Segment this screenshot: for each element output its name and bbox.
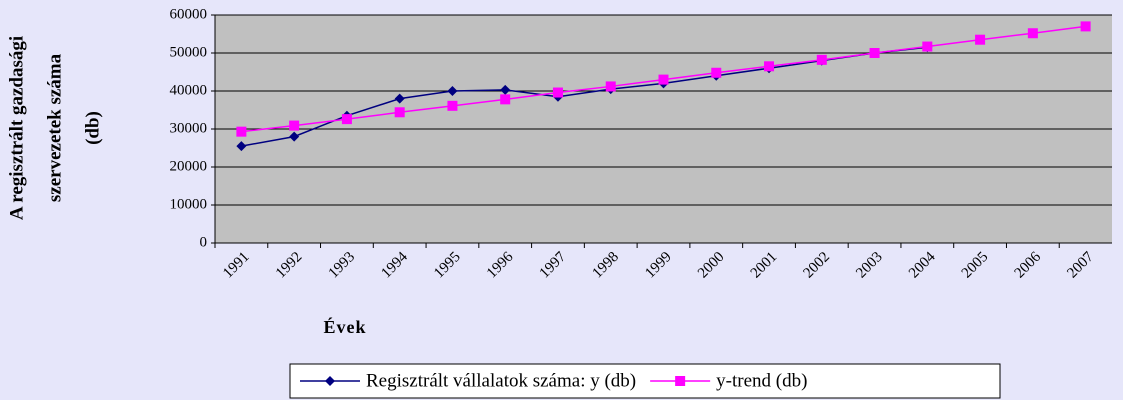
series-line (241, 46, 928, 147)
y-tick-label: 60000 (170, 6, 208, 22)
x-tick-label: 1999 (642, 249, 675, 282)
data-point (394, 93, 405, 104)
data-point (605, 81, 616, 92)
data-point (394, 107, 405, 118)
data-point (711, 67, 722, 78)
y-tick-label: 0 (200, 234, 208, 250)
data-point (658, 74, 669, 85)
x-tick-label: 1994 (378, 249, 411, 282)
x-axis-label: Évek (323, 316, 366, 337)
legend-marker (325, 376, 335, 386)
x-tick-label: 1991 (220, 249, 253, 282)
data-point (816, 54, 827, 65)
data-point (289, 120, 300, 131)
data-point (1027, 28, 1038, 39)
y-axis-label: szervezetek száma (44, 53, 65, 202)
data-point (236, 141, 247, 152)
x-tick-label: 2001 (748, 249, 781, 282)
x-tick-label: 1995 (431, 249, 464, 282)
x-tick-label: 2002 (801, 249, 834, 282)
data-point (500, 84, 511, 95)
x-tick-label: 1992 (273, 249, 306, 282)
y-tick-label: 50000 (170, 44, 208, 60)
legend-label: Regisztrált vállalatok száma: y (db) (366, 370, 636, 391)
data-point (764, 61, 775, 72)
data-point (236, 126, 247, 137)
data-point (922, 41, 933, 52)
x-tick-label: 2006 (1012, 249, 1045, 282)
legend-marker (675, 376, 686, 386)
data-point (289, 131, 300, 142)
y-tick-label: 40000 (170, 82, 208, 98)
legend: Regisztrált vállalatok száma: y (db) y-tr… (289, 363, 1001, 399)
x-tick-label: 1997 (537, 249, 570, 282)
data-point (341, 114, 352, 125)
y-axis-label: (db) (82, 111, 103, 145)
data-point (447, 100, 458, 111)
y-tick-label: 20000 (170, 158, 208, 174)
y-tick-label: 10000 (170, 196, 208, 212)
x-tick-label: 2007 (1064, 249, 1097, 282)
y-tick-label: 30000 (170, 120, 208, 136)
data-point (975, 34, 986, 45)
legend-label: y-trend (db) (716, 370, 807, 391)
data-point (500, 94, 511, 105)
x-tick-label: 2000 (695, 249, 728, 282)
x-tick-label: 2005 (959, 249, 992, 282)
x-tick-label: 1993 (326, 249, 359, 282)
y-axis-label: A regisztrált gazdasági (6, 36, 27, 220)
data-point (447, 86, 458, 96)
legend-box (289, 363, 1001, 399)
x-tick-label: 1996 (484, 249, 517, 282)
data-point (869, 48, 880, 58)
data-point (1080, 21, 1091, 32)
x-tick-label: 1998 (589, 249, 622, 282)
x-tick-label: 2004 (906, 249, 939, 282)
data-point (552, 87, 563, 98)
x-tick-label: 2003 (853, 249, 886, 282)
